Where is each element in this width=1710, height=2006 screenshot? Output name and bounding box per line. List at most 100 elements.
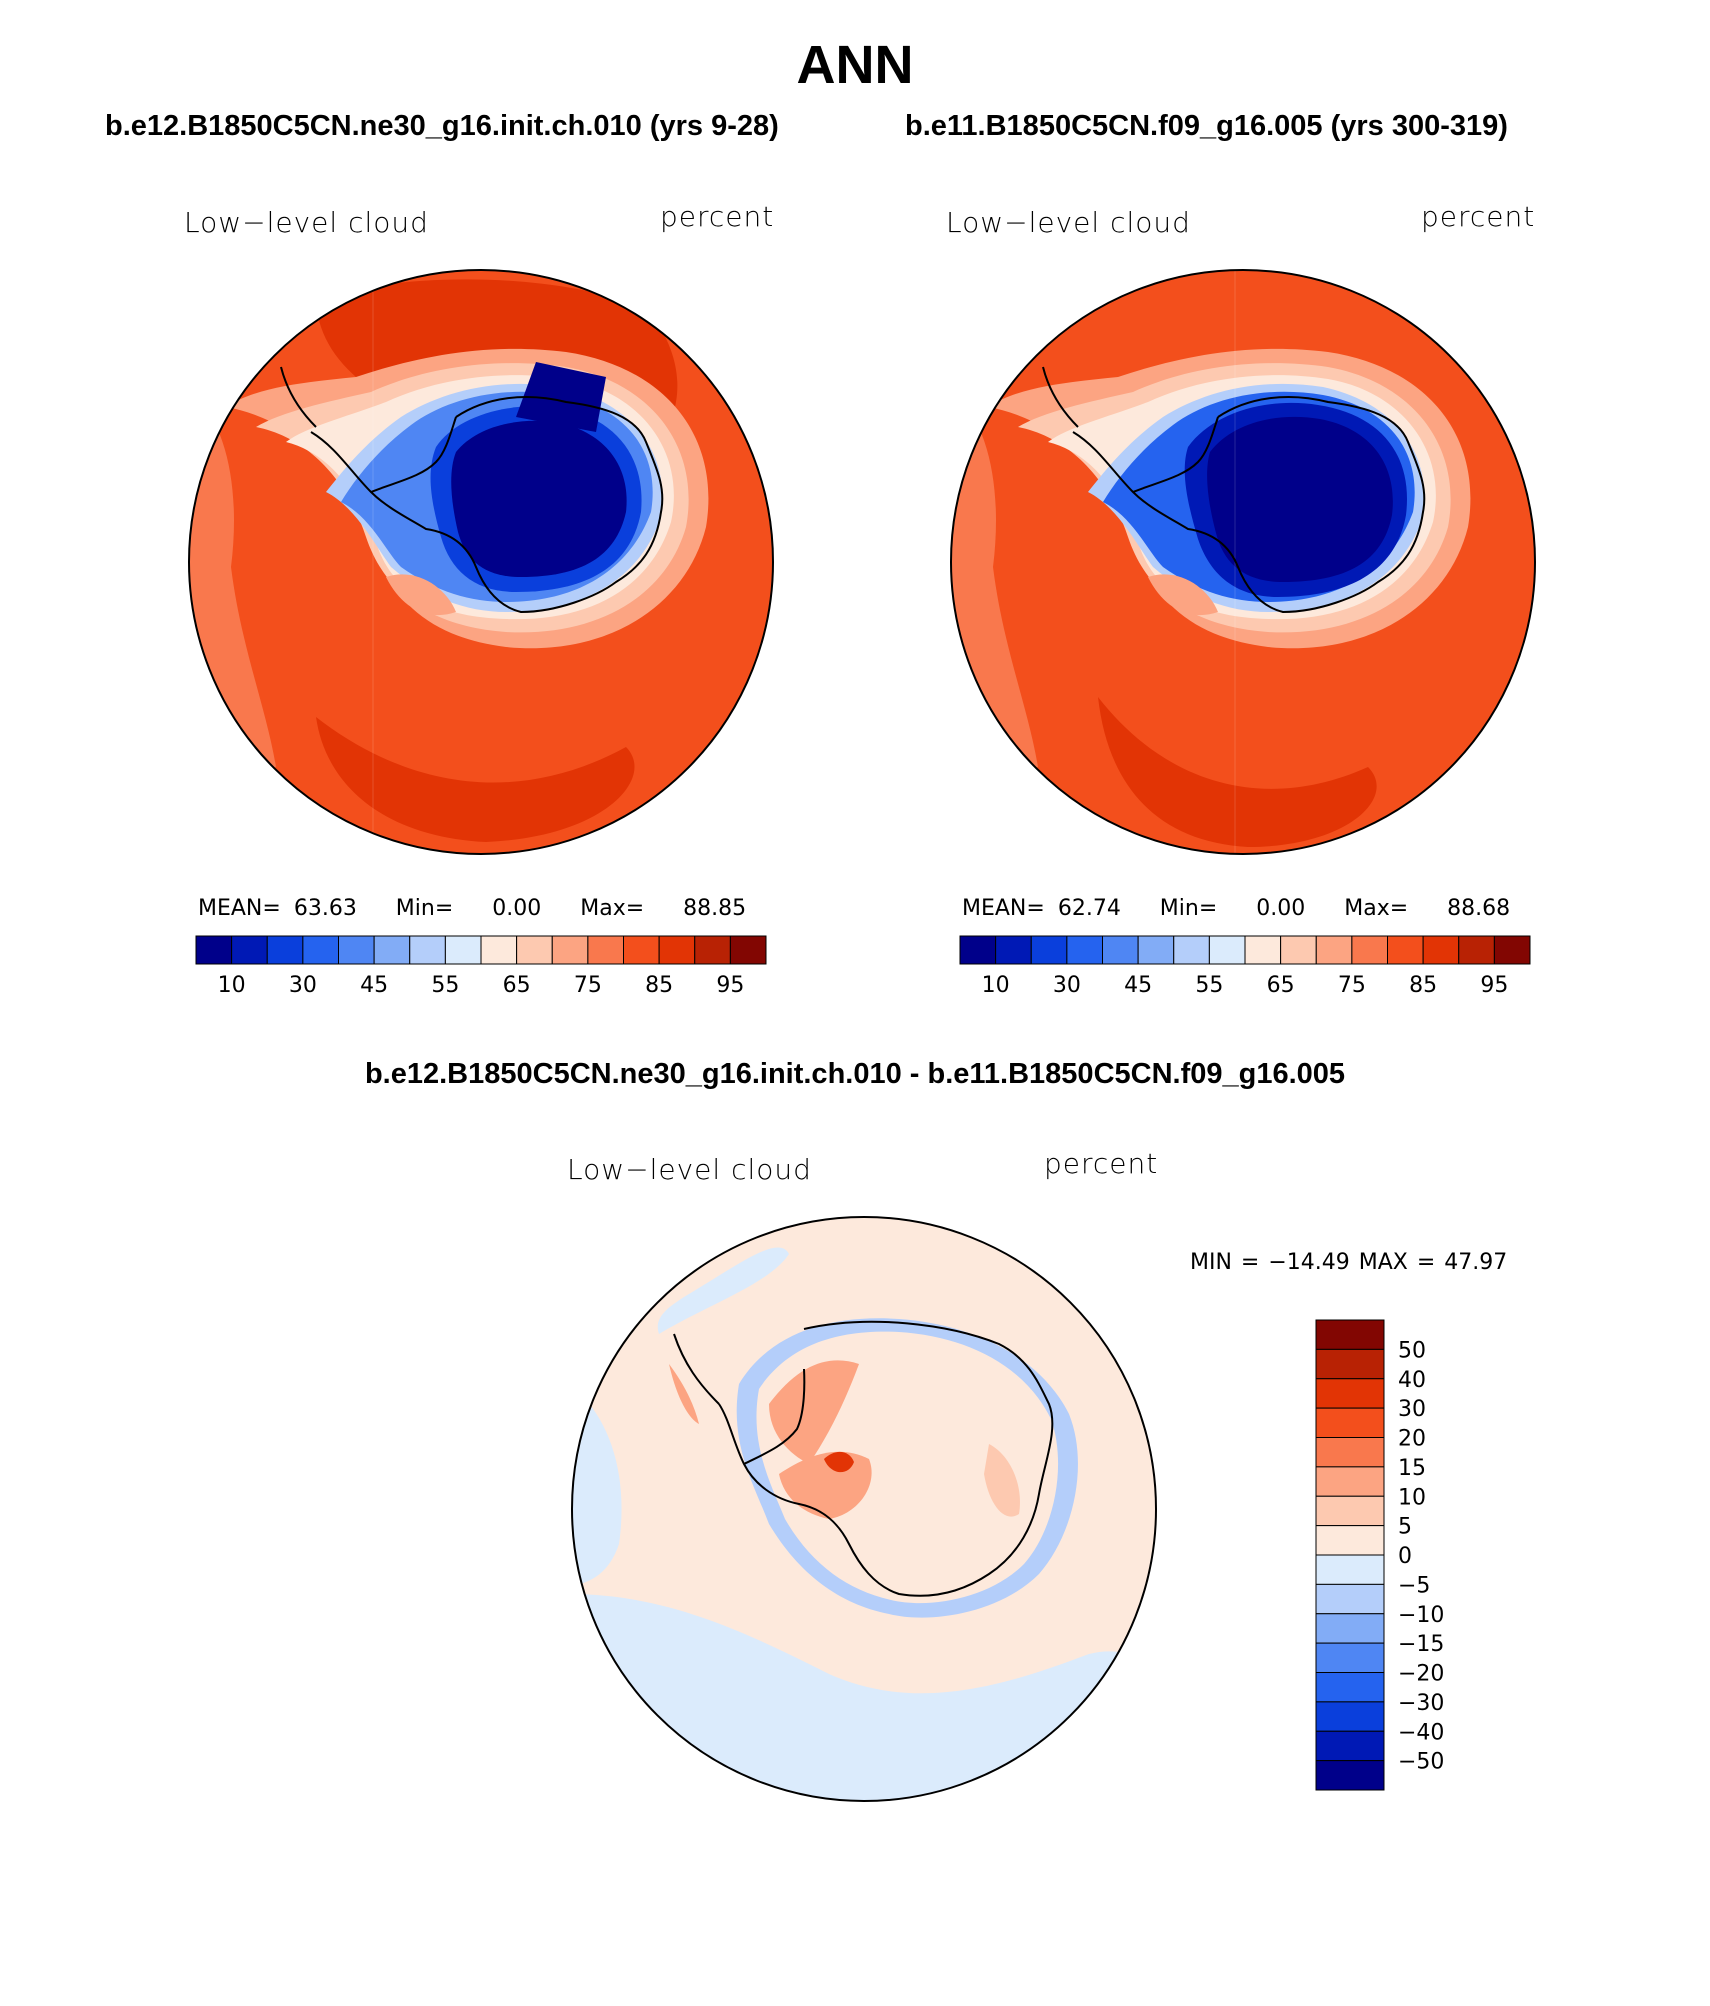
colorbar-swatch <box>959 935 997 965</box>
colorbar-swatch <box>658 935 696 965</box>
max-label: Max= <box>580 896 645 921</box>
colorbar-swatch <box>1351 935 1388 965</box>
variable-label-diff: Low−level cloud <box>567 1153 812 1186</box>
colorbar-swatch <box>1493 935 1531 965</box>
colorbar-swatch <box>1137 935 1175 965</box>
colorbar-swatch <box>587 935 624 965</box>
colorbar-tick-label: −10 <box>1398 1603 1444 1628</box>
diff-positive-west <box>769 1360 859 1464</box>
colorbar-tick-label: 30 <box>289 973 317 998</box>
min-value: 0.00 <box>1256 896 1306 921</box>
colorbar-swatch <box>1244 935 1282 965</box>
colorbar-swatch <box>623 935 660 965</box>
colorbar-swatch <box>551 935 589 965</box>
colorbar-left: 10 30 45 55 65 75 85 95 <box>195 935 767 998</box>
colorbar-tick-label: 10 <box>1398 1485 1426 1510</box>
colorbar-swatch <box>1315 935 1353 965</box>
colorbar-tick-label: −40 <box>1398 1720 1444 1745</box>
colorbar-swatch <box>1315 1642 1385 1673</box>
colorbar-swatch <box>1315 1701 1385 1732</box>
band-85-95-south <box>316 717 635 842</box>
min-label: Min= <box>395 896 454 921</box>
colorbar-swatch <box>1315 1495 1385 1527</box>
colorbar-swatch <box>195 935 233 965</box>
colorbar-tick-label: 75 <box>1338 973 1366 998</box>
case-title-right: b.e11.B1850C5CN.f09_g16.005 (yrs 300-319… <box>905 110 1508 142</box>
colorbar-swatch <box>1315 1525 1385 1556</box>
map-left <box>188 269 774 855</box>
colorbar-swatch <box>1315 1554 1385 1585</box>
colorbar-right: 10 30 45 55 65 75 85 95 <box>959 935 1531 998</box>
mean-label: MEAN= <box>198 896 281 921</box>
antarctica-coastline <box>310 396 664 614</box>
colorbar-tick-label: 55 <box>1195 973 1223 998</box>
colorbar-tick-label: −50 <box>1398 1750 1444 1775</box>
colorbar-tick-label: 40 <box>1398 1368 1426 1393</box>
colorbar-swatch <box>266 935 304 965</box>
diff-positive-peninsula <box>669 1364 699 1424</box>
mean-label: MEAN= <box>962 896 1045 921</box>
colorbar-swatch <box>444 935 482 965</box>
variable-label-right: Low−level cloud <box>946 206 1191 239</box>
colorbar-swatch <box>1315 1437 1385 1468</box>
units-label-right: percent <box>1421 200 1536 233</box>
mean-value: 63.63 <box>293 896 357 921</box>
colorbar-swatch <box>1315 1319 1385 1350</box>
antarctic-peninsula-coastline <box>1042 366 1079 428</box>
colorbar-swatch <box>480 935 518 965</box>
colorbar-tick-label: −30 <box>1398 1691 1444 1716</box>
colorbar-swatch <box>338 935 375 965</box>
colorbar-swatch <box>302 935 339 965</box>
ross-sea-75 <box>386 574 456 616</box>
colorbar-tick-label: 95 <box>716 973 744 998</box>
antarctic-peninsula-coastline <box>280 366 317 428</box>
colorbar-swatch <box>1315 1348 1385 1380</box>
colorbar-tick-label: 45 <box>1124 973 1152 998</box>
antarctica-coastline <box>1072 396 1426 614</box>
mean-value: 62.74 <box>1057 896 1121 921</box>
diff-positive-east <box>984 1444 1020 1517</box>
map-diff <box>571 1216 1157 1802</box>
colorbar-swatch <box>1458 935 1495 965</box>
colorbar-swatch <box>1387 935 1424 965</box>
max-value: 88.85 <box>683 896 747 921</box>
max-label: Max= <box>1344 896 1409 921</box>
map-right <box>950 269 1536 855</box>
colorbar-tick-label: 95 <box>1480 973 1508 998</box>
colorbar-swatch <box>373 935 411 965</box>
stats-right: MEAN= 62.74 Min= 0.00 Max= 88.68 <box>962 896 1510 921</box>
colorbar-tick-label: 65 <box>1267 973 1295 998</box>
diff-negative-south <box>572 1594 1156 1801</box>
colorbar-swatch <box>1173 935 1210 965</box>
min-value: 0.00 <box>492 896 542 921</box>
colorbar-tick-label: 45 <box>360 973 388 998</box>
colorbar-tick-label: 10 <box>218 973 246 998</box>
colorbar-swatch <box>516 935 553 965</box>
colorbar-swatch <box>1315 1407 1385 1438</box>
colorbar-swatch <box>1315 1760 1385 1791</box>
colorbar-tick-label: 5 <box>1398 1515 1412 1540</box>
colorbar-swatch <box>729 935 767 965</box>
band-below-10 <box>1207 416 1393 582</box>
colorbar-tick-label: 20 <box>1398 1427 1426 1452</box>
antarctica-coastline <box>718 1320 1054 1597</box>
season-title: ANN <box>796 35 914 95</box>
diff-minmax: MIN = −14.49 MAX = 47.97 <box>1190 1250 1508 1275</box>
colorbar-swatch <box>1315 1613 1385 1644</box>
colorbar-swatch <box>409 935 446 965</box>
band-85-95-south <box>1098 697 1377 847</box>
colorbar-swatch <box>1315 1672 1385 1703</box>
colorbar-tick-label: −20 <box>1398 1662 1444 1687</box>
antarctic-peninsula-coastline <box>673 1333 720 1405</box>
colorbar-swatch <box>1102 935 1139 965</box>
colorbar-tick-label: 85 <box>1409 973 1437 998</box>
colorbar-tick-label: 30 <box>1053 973 1081 998</box>
colorbar-swatch <box>231 935 268 965</box>
colorbar-tick-label: 15 <box>1398 1456 1426 1481</box>
colorbar-tick-label: −15 <box>1398 1632 1444 1657</box>
colorbar-swatch <box>1066 935 1103 965</box>
min-label: Min= <box>1159 896 1218 921</box>
case-title-left: b.e12.B1850C5CN.ne30_g16.init.ch.010 (yr… <box>105 110 779 142</box>
colorbar-swatch <box>1030 935 1068 965</box>
colorbar-tick-label: 0 <box>1398 1544 1412 1569</box>
